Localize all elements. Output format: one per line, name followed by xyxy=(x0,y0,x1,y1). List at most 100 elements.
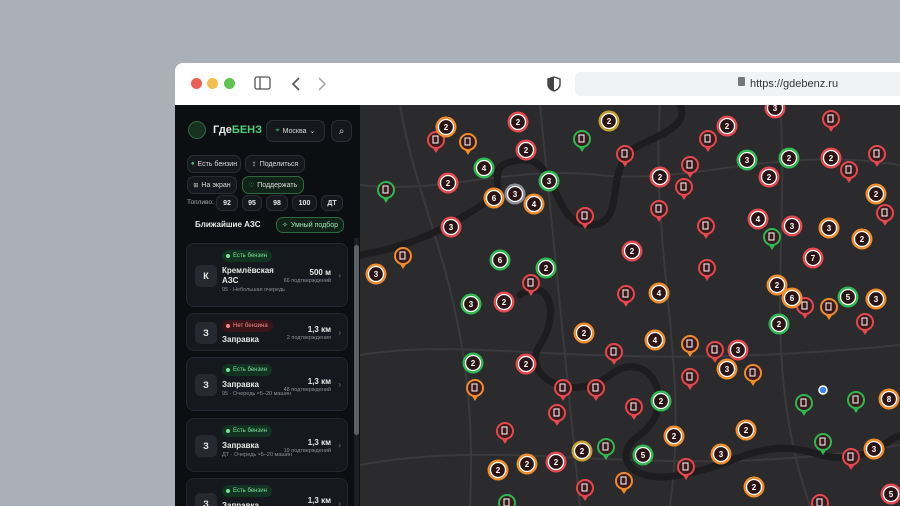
station-cluster[interactable]: 5 xyxy=(880,483,900,505)
station-cluster[interactable]: 4 xyxy=(523,193,545,215)
station-cluster[interactable]: 6 xyxy=(489,249,511,271)
station-cluster[interactable]: 2 xyxy=(573,322,595,344)
station-pin[interactable] xyxy=(616,145,634,167)
station-cluster[interactable]: 2 xyxy=(663,425,685,447)
station-pin[interactable] xyxy=(427,131,445,153)
zoom-button[interactable] xyxy=(224,78,235,89)
station-cluster[interactable]: 2 xyxy=(571,440,593,462)
station-pin[interactable] xyxy=(573,130,591,152)
station-cluster[interactable]: 3 xyxy=(818,217,840,239)
station-pin[interactable] xyxy=(820,298,838,320)
station-cluster[interactable]: 2 xyxy=(516,453,538,475)
station-cluster[interactable]: 4 xyxy=(644,329,666,351)
station-pin[interactable] xyxy=(698,259,716,281)
minimize-button[interactable] xyxy=(207,78,218,89)
station-cluster[interactable]: 2 xyxy=(535,257,557,279)
station-pin[interactable] xyxy=(856,313,874,335)
station-cluster[interactable]: 2 xyxy=(545,451,567,473)
station-pin[interactable] xyxy=(554,379,572,401)
station-cluster[interactable]: 2 xyxy=(649,166,671,188)
search-button[interactable]: ⌕ xyxy=(331,120,352,142)
station-cluster[interactable]: 2 xyxy=(437,172,459,194)
station-cluster[interactable]: 4 xyxy=(747,208,769,230)
station-cluster[interactable]: 2 xyxy=(493,291,515,313)
station-cluster[interactable]: 4 xyxy=(473,157,495,179)
station-cluster[interactable]: 2 xyxy=(515,139,537,161)
station-pin[interactable] xyxy=(576,479,594,501)
station-pin[interactable] xyxy=(744,364,762,386)
station-pin[interactable] xyxy=(498,494,516,506)
station-pin[interactable] xyxy=(677,458,695,480)
station-pin[interactable] xyxy=(681,156,699,178)
station-pin[interactable] xyxy=(587,379,605,401)
sidebar-toggle[interactable] xyxy=(254,76,271,90)
station-cluster[interactable]: 2 xyxy=(462,352,484,374)
station-cluster[interactable]: 3 xyxy=(727,339,749,361)
fuel-chip[interactable]: 100 xyxy=(292,195,317,211)
station-pin[interactable] xyxy=(847,391,865,413)
scrollbar-thumb[interactable] xyxy=(354,245,359,435)
station-cluster[interactable]: 3 xyxy=(863,438,885,460)
station-pin[interactable] xyxy=(625,398,643,420)
station-pin[interactable] xyxy=(576,207,594,229)
station-pin[interactable] xyxy=(811,494,829,506)
shield-icon[interactable] xyxy=(547,76,561,92)
station-cluster[interactable]: 2 xyxy=(621,240,643,262)
station-pin[interactable] xyxy=(763,228,781,250)
station-cluster[interactable]: 3 xyxy=(365,263,387,285)
action-button[interactable]: ● Есть бензин xyxy=(187,155,241,173)
fuel-chip[interactable]: 98 xyxy=(266,195,288,211)
station-cluster[interactable]: 3 xyxy=(716,358,738,380)
station-cluster[interactable]: 2 xyxy=(758,166,780,188)
fuel-chip[interactable]: 92 xyxy=(216,195,238,211)
fuel-chip[interactable]: ДТ xyxy=(321,195,343,211)
station-card[interactable]: З Нет бензина Заправка 1,3 км 2 подтверждени… xyxy=(186,313,348,351)
station-pin[interactable] xyxy=(814,433,832,455)
station-cluster[interactable]: 2 xyxy=(778,147,800,169)
station-pin[interactable] xyxy=(522,274,540,296)
station-cluster[interactable]: 6 xyxy=(483,187,505,209)
station-cluster[interactable]: 2 xyxy=(507,111,529,133)
station-cluster[interactable]: 3 xyxy=(710,443,732,465)
station-pin[interactable] xyxy=(597,438,615,460)
station-cluster[interactable]: 2 xyxy=(598,110,620,132)
station-pin[interactable] xyxy=(615,472,633,494)
station-cluster[interactable]: 3 xyxy=(865,288,887,310)
map[interactable]: 2 2 2 2 3 2 4 3 2 6 3 4 3 3 2 2 2 2 2 4 3 3 2 2 6 2 3 3 2 4 7 2 6 5 3 2 2 4 3 2… xyxy=(360,105,900,506)
close-button[interactable] xyxy=(191,78,202,89)
station-pin[interactable] xyxy=(394,247,412,269)
station-cluster[interactable]: 2 xyxy=(851,228,873,250)
station-cluster[interactable]: 2 xyxy=(766,274,788,296)
station-pin[interactable] xyxy=(681,335,699,357)
station-cluster[interactable]: 3 xyxy=(764,105,786,119)
station-cluster[interactable]: 2 xyxy=(435,116,457,138)
action-button[interactable]: ⊞ На экран xyxy=(187,176,237,194)
station-cluster[interactable]: 2 xyxy=(515,353,537,375)
station-card[interactable]: З Есть бензин Заправка 95 · Очередь ≈5–20 м… xyxy=(186,357,348,411)
station-cluster[interactable]: 2 xyxy=(743,476,765,498)
station-pin[interactable] xyxy=(706,341,724,363)
station-pin[interactable] xyxy=(876,204,894,226)
station-cluster[interactable]: 8 xyxy=(878,388,900,410)
station-pin[interactable] xyxy=(697,217,715,239)
smart-pick-button[interactable]: ✧ Умный подбор xyxy=(276,217,344,233)
station-cluster[interactable]: 2 xyxy=(735,419,757,441)
station-pin[interactable] xyxy=(699,130,717,152)
station-cluster[interactable]: 3 xyxy=(440,216,462,238)
station-pin[interactable] xyxy=(605,343,623,365)
station-cluster[interactable]: 3 xyxy=(538,170,560,192)
station-pin[interactable] xyxy=(675,178,693,200)
back-button[interactable] xyxy=(291,77,300,91)
station-cluster[interactable]: 2 xyxy=(487,459,509,481)
station-cluster[interactable]: 5 xyxy=(632,444,654,466)
station-pin[interactable] xyxy=(496,422,514,444)
station-pin[interactable] xyxy=(795,394,813,416)
station-pin[interactable] xyxy=(617,285,635,307)
action-button[interactable]: ⇪ Поделиться xyxy=(245,155,305,173)
station-cluster[interactable]: 2 xyxy=(768,313,790,335)
station-cluster[interactable]: 6 xyxy=(781,287,803,309)
action-button[interactable]: ♡ Поддержать xyxy=(242,176,304,194)
station-pin[interactable] xyxy=(840,161,858,183)
forward-button[interactable] xyxy=(318,77,327,91)
